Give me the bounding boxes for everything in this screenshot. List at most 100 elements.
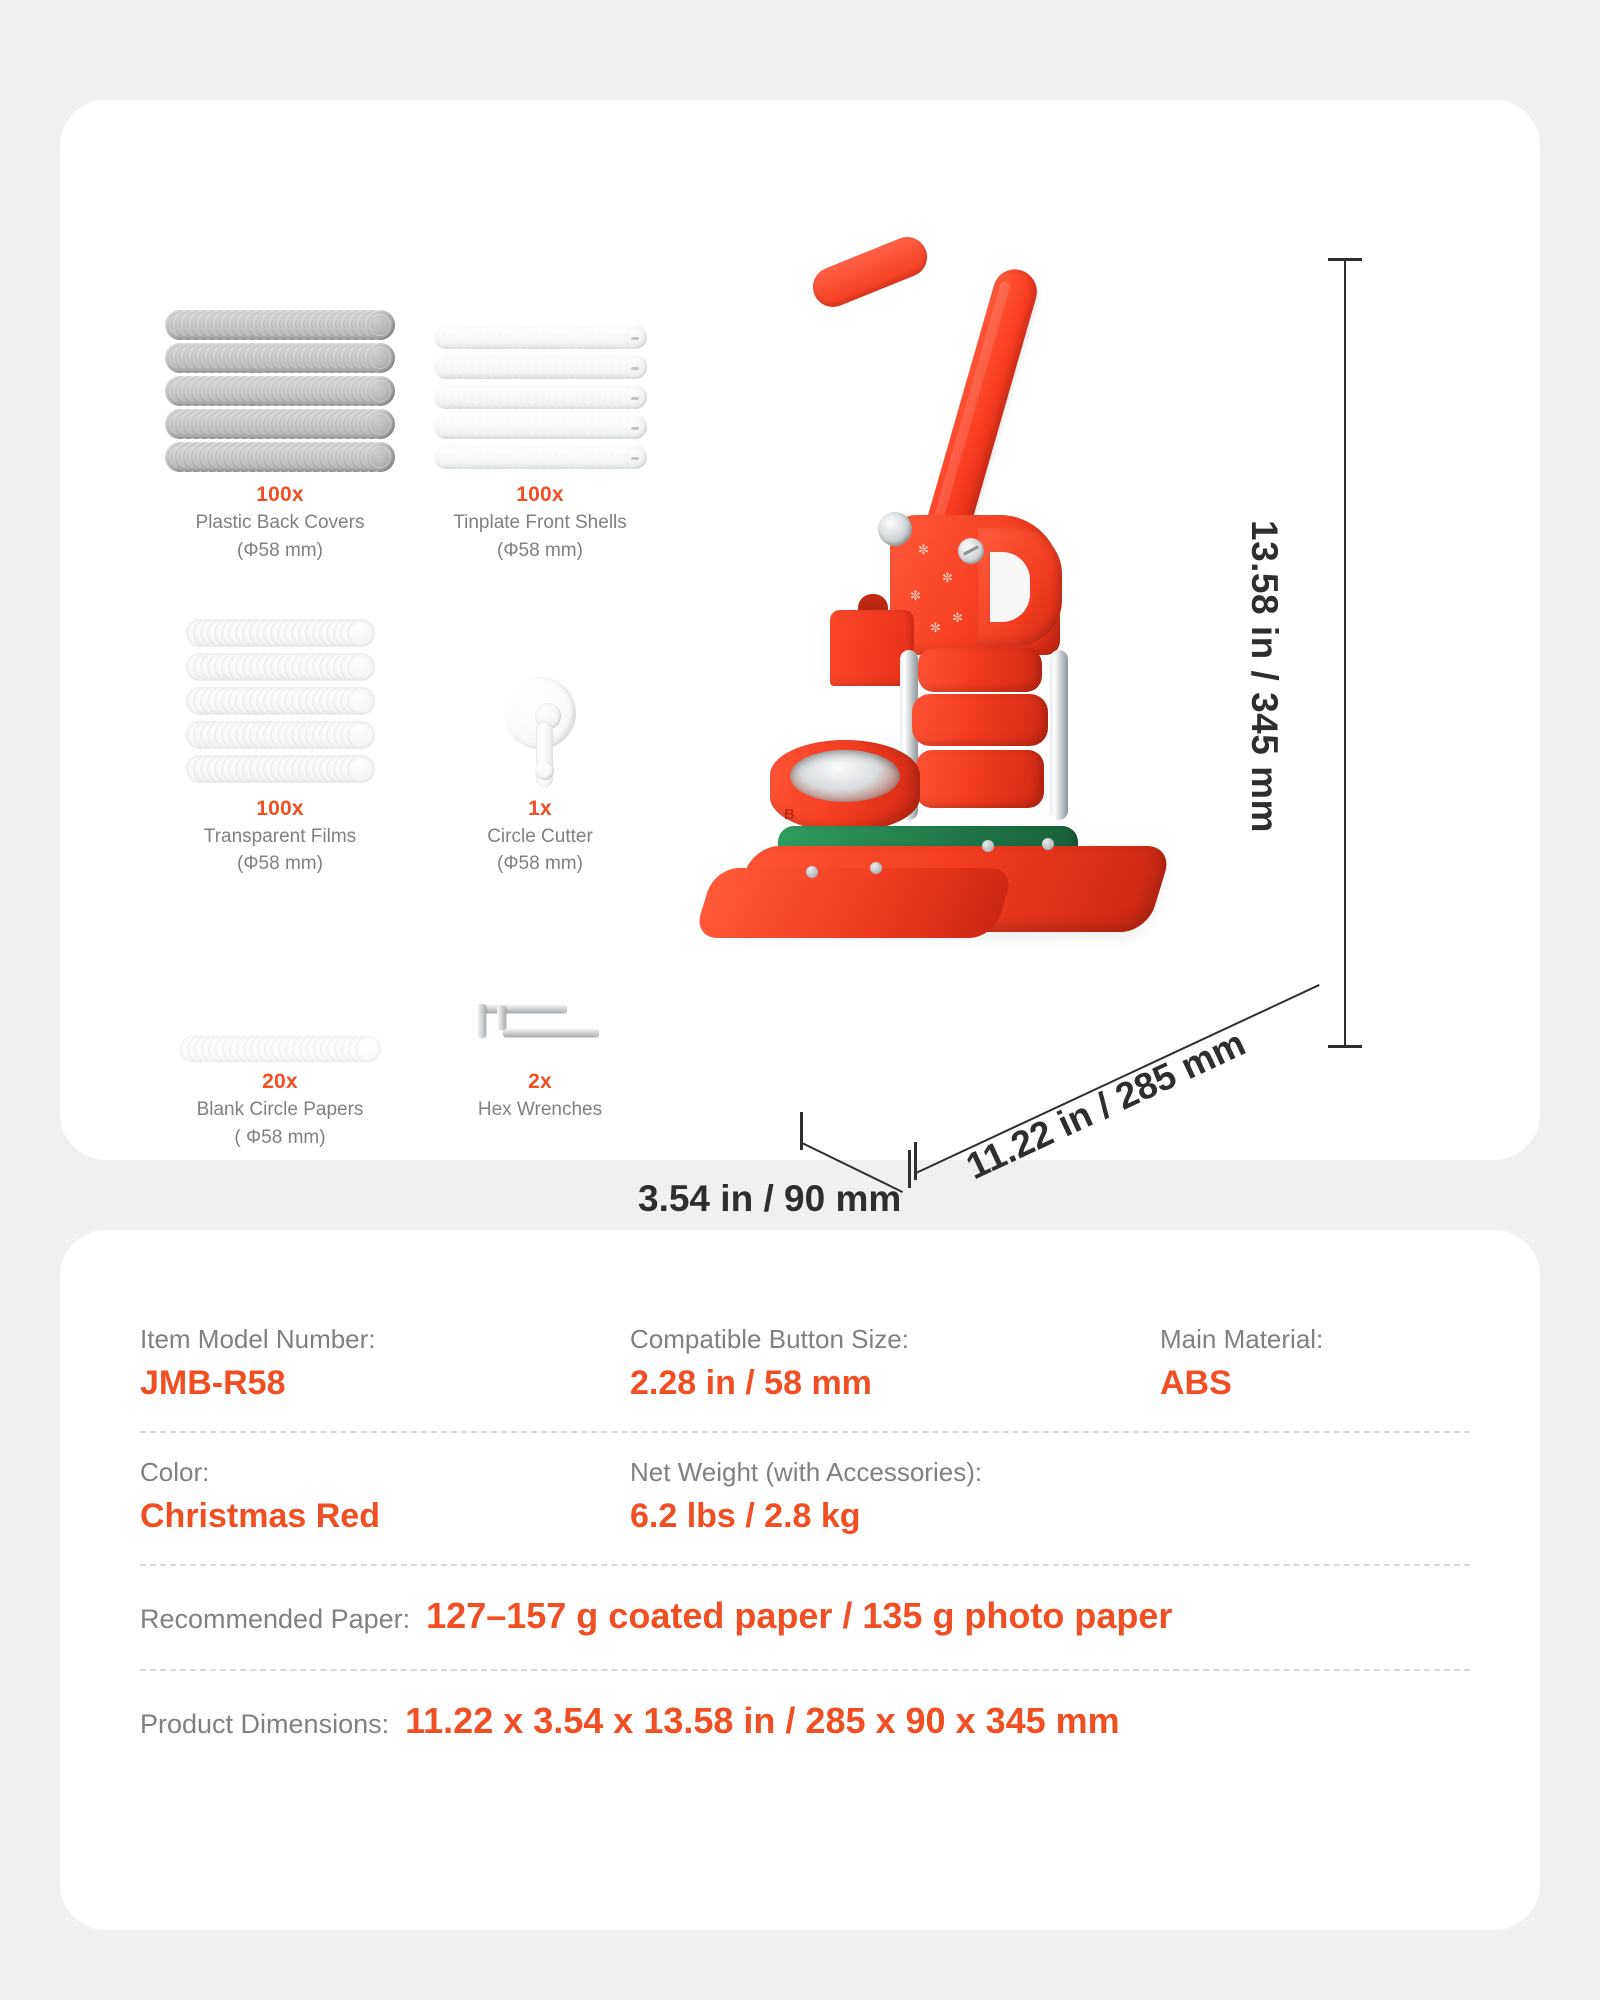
disc <box>354 1036 381 1062</box>
accessory-name: Blank Circle Papers <box>196 1099 364 1120</box>
width-cap-left <box>914 1142 917 1180</box>
accessory-count: 2x <box>528 1070 552 1093</box>
accessory-count: 100x <box>256 796 304 820</box>
height-dimension-line <box>1344 258 1346 1048</box>
accessory-size: (Φ58 mm) <box>497 539 583 561</box>
spec-product-dimensions: Product Dimensions: 11.22 x 3.54 x 13.58… <box>140 1671 1120 1774</box>
spec-key: Net Weight (with Accessories): <box>630 1456 983 1487</box>
spec-value: ABS <box>1160 1364 1232 1403</box>
accessory-hex-wrenches: 2x Hex Wrenches <box>410 912 670 1150</box>
disc-stack-row <box>185 720 375 749</box>
disc-stack-row <box>185 754 375 783</box>
depth-cap-left <box>800 1112 803 1150</box>
press-head-handle <box>978 528 1062 646</box>
disc <box>622 385 647 409</box>
disc <box>346 720 375 749</box>
disc <box>365 310 395 340</box>
accessory-blank-circle-papers: 20x Blank Circle Papers ( Φ58 mm) <box>150 912 410 1150</box>
disc <box>365 376 395 406</box>
spec-key: Compatible Button Size: <box>630 1324 909 1354</box>
accessory-count: 20x <box>262 1070 298 1093</box>
accessory-row-3: 20x Blank Circle Papers ( Φ58 mm) <box>150 912 670 1150</box>
disc <box>365 409 395 439</box>
paper-disc-stacks <box>179 1036 381 1062</box>
die-cup-inner <box>790 750 900 802</box>
circle-cutter-art <box>410 599 670 789</box>
disc <box>622 325 647 349</box>
tinplate-front-shells-art <box>410 285 670 475</box>
disc <box>346 754 375 783</box>
spec-compatible-button-size: Compatible Button Size: 2.28 in / 58 mm <box>630 1300 1160 1431</box>
height-cap-top <box>1328 258 1362 261</box>
circle-cutter-icon <box>492 676 588 789</box>
spec-key: Recommended Paper: <box>140 1603 411 1634</box>
spec-key: Main Material: <box>1160 1324 1324 1354</box>
spec-value: 127–157 g coated paper / 135 g photo pap… <box>426 1594 1173 1636</box>
accessory-row-2: 100x Transparent Films (Φ58 mm) 1x Circl… <box>150 599 670 877</box>
spec-key: Item Model Number: <box>140 1324 376 1354</box>
disc-stack-row <box>165 442 395 472</box>
spec-value: 11.22 x 3.54 x 13.58 in / 285 x 90 x 345… <box>405 1699 1120 1741</box>
accessory-name: Hex Wrenches <box>477 1099 603 1120</box>
accessory-count: 100x <box>516 483 564 506</box>
specifications-card <box>60 1230 1540 1930</box>
hex-wrench-icon <box>465 998 615 1062</box>
disc-stack-row <box>185 618 375 647</box>
accessory-name: Tinplate Front Shells <box>453 512 627 533</box>
accessory-name: Circle Cutter <box>487 825 593 847</box>
disc-stack-row <box>433 445 647 469</box>
hex-wrenches-art <box>410 912 670 1062</box>
disc-stack-row <box>433 415 647 439</box>
spec-main-material: Main Material: ABS <box>1160 1300 1470 1431</box>
press-lever-tip <box>806 230 934 314</box>
disc-stack-row <box>433 355 647 379</box>
accessory-size: (Φ58 mm) <box>497 853 583 875</box>
accessory-circle-cutter: 1x Circle Cutter (Φ58 mm) <box>410 599 670 877</box>
spec-empty <box>1160 1433 1470 1564</box>
spec-recommended-paper: Recommended Paper: 127–157 g coated pape… <box>140 1566 1172 1669</box>
disc-stack-row <box>165 343 395 373</box>
grey-disc-stacks <box>165 310 395 475</box>
disc-stack-row <box>165 376 395 406</box>
transparent-films-art <box>150 599 410 789</box>
specifications-table: Item Model Number: JMB-R58 Compatible Bu… <box>140 1300 1470 1773</box>
tin-disc-stacks <box>433 325 647 475</box>
disc <box>622 445 647 469</box>
accessory-transparent-films: 100x Transparent Films (Φ58 mm) <box>150 599 410 877</box>
disc-stack-row <box>433 385 647 409</box>
lever-hinge-bolt <box>878 512 912 546</box>
accessory-size: ( Φ58 mm) <box>234 1126 326 1148</box>
press-drum-upper <box>918 648 1042 692</box>
height-dimension-label: 13.58 in / 345 mm <box>1244 520 1285 833</box>
disc-stack-row <box>165 409 395 439</box>
spec-net-weight: Net Weight (with Accessories): 6.2 lbs /… <box>630 1433 1160 1564</box>
plastic-back-covers-art <box>150 285 410 475</box>
spec-key: Color: <box>140 1456 210 1487</box>
disc <box>346 618 375 647</box>
accessory-name: Transparent Films <box>203 825 357 847</box>
accessory-row-1: 100x Plastic Back Covers (Φ58 mm) 100x T… <box>150 285 670 563</box>
spec-key: Product Dimensions: <box>140 1708 390 1739</box>
depth-cap-right <box>908 1150 911 1188</box>
accessory-name: Plastic Back Covers <box>195 512 365 533</box>
spec-item-model-number: Item Model Number: JMB-R58 <box>140 1300 630 1431</box>
die-cup-mark: B <box>784 806 795 823</box>
spec-row-4: Product Dimensions: 11.22 x 3.54 x 13.58… <box>140 1668 1470 1774</box>
disc-stack-row <box>179 1036 381 1062</box>
spec-value: 2.28 in / 58 mm <box>630 1364 872 1403</box>
spec-row-2: Color: Christmas Red Net Weight (with Ac… <box>140 1430 1470 1564</box>
spec-value: JMB-R58 <box>140 1364 286 1403</box>
accessory-count: 1x <box>528 796 552 820</box>
accessory-count: 100x <box>256 483 304 506</box>
blank-circle-papers-art <box>150 912 410 1062</box>
hero-card: 100x Plastic Back Covers (Φ58 mm) 100x T… <box>60 100 1540 1219</box>
disc <box>622 415 647 439</box>
spec-color: Color: Christmas Red <box>140 1433 630 1564</box>
height-cap-bottom <box>1328 1045 1362 1048</box>
disc <box>346 686 375 715</box>
spec-value: Christmas Red <box>140 1497 380 1536</box>
spec-row-1: Item Model Number: JMB-R58 Compatible Bu… <box>140 1300 1470 1431</box>
disc <box>622 355 647 379</box>
spec-row-3: Recommended Paper: 127–157 g coated pape… <box>140 1563 1470 1669</box>
